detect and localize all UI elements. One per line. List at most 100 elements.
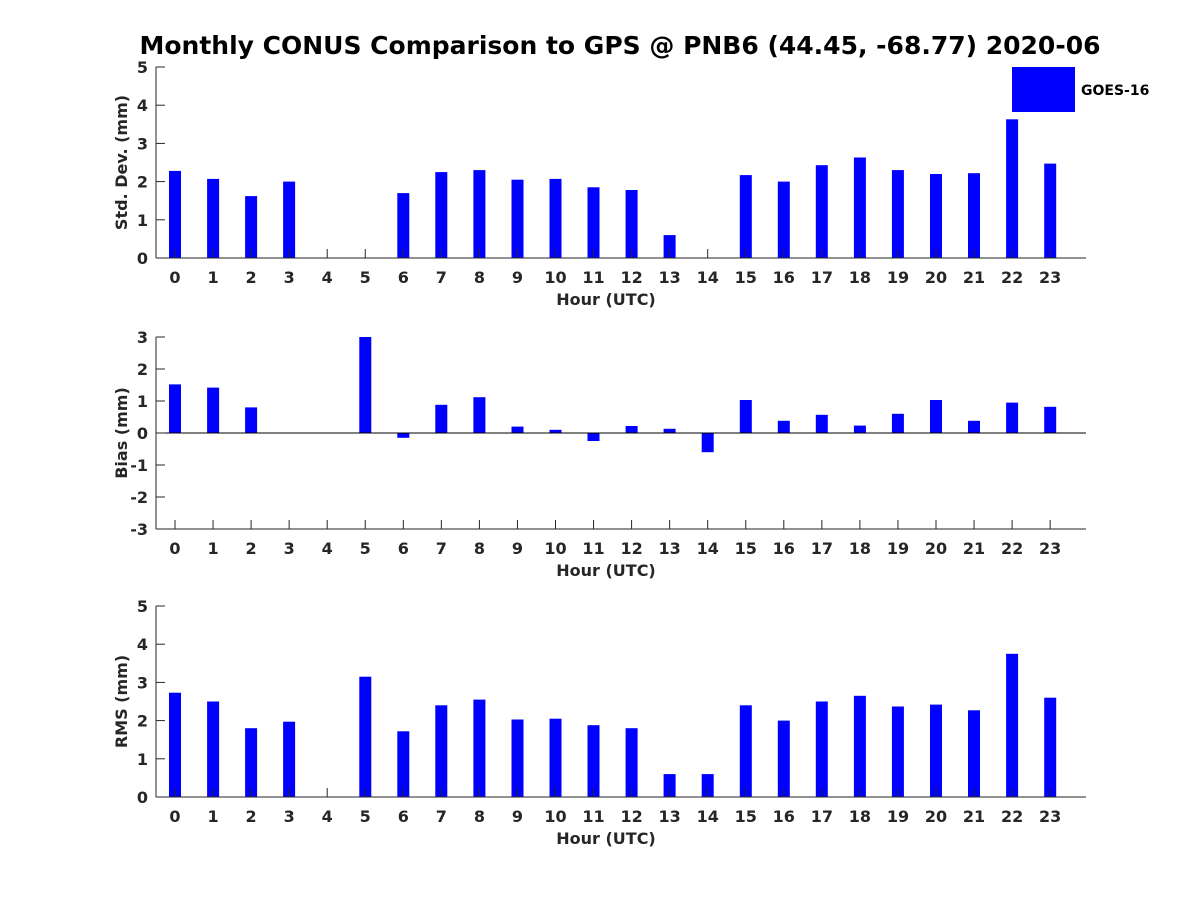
x-tick-label: 21 [963, 268, 985, 287]
bar-hour-5 [359, 337, 372, 433]
bar-hour-12 [625, 190, 638, 258]
bar-hour-2 [245, 196, 258, 258]
x-tick-label: 8 [474, 268, 485, 287]
x-tick-label: 6 [398, 807, 409, 826]
bar-hour-7 [435, 705, 448, 797]
x-tick-label: 11 [582, 539, 604, 558]
y-tick-label: 3 [137, 673, 148, 692]
x-tick-label: 7 [436, 807, 447, 826]
y-tick-label: 2 [137, 360, 148, 379]
bar-hour-10 [549, 718, 562, 797]
y-tick-label: 5 [137, 597, 148, 616]
bar-hour-17 [815, 165, 828, 258]
x-tick-label: 4 [322, 539, 333, 558]
bar-hour-15 [739, 400, 752, 433]
bar-hour-19 [891, 413, 904, 433]
bar-hour-20 [930, 174, 942, 258]
bar-hour-6 [397, 193, 410, 258]
y-tick-label: 0 [137, 424, 148, 443]
x-tick-label: 13 [659, 539, 681, 558]
x-tick-label: 21 [963, 807, 985, 826]
bar-hour-18 [853, 157, 866, 258]
y-tick-label: -2 [130, 488, 148, 507]
x-tick-label: 23 [1039, 807, 1061, 826]
x-tick-label: 17 [811, 539, 833, 558]
x-tick-label: 20 [925, 807, 947, 826]
panel-1: 0 1 2 3 4 5 6 7 8 9 10 11 12 13 14 15 16 17 18 19 20 21 22 2301… [112, 58, 1149, 309]
bar-hour-13 [663, 428, 676, 433]
x-tick-label: 15 [735, 268, 757, 287]
x-tick-label: 19 [887, 807, 909, 826]
x-tick-label: 13 [659, 807, 681, 826]
y-tick-label: 3 [137, 134, 148, 153]
y-tick-label: 2 [137, 712, 148, 731]
bar-hour-13 [663, 774, 676, 797]
y-axis-label: Bias (mm) [112, 387, 131, 479]
x-tick-label: 14 [697, 807, 719, 826]
bar-hour-18 [853, 425, 866, 433]
x-tick-label: 2 [246, 807, 257, 826]
x-axis-label: Hour (UTC) [556, 561, 656, 580]
x-tick-label: 8 [474, 539, 485, 558]
bar-hour-1 [207, 701, 220, 797]
x-tick-label: 19 [887, 539, 909, 558]
x-tick-label: 1 [207, 807, 218, 826]
x-tick-label: 13 [659, 268, 681, 287]
x-tick-label: 18 [849, 268, 871, 287]
y-axis-label: Std. Dev. (mm) [112, 95, 131, 230]
x-tick-label: 5 [360, 539, 371, 558]
x-tick-label: 4 [322, 268, 333, 287]
bar-hour-6 [397, 731, 410, 797]
bar-hour-10 [549, 429, 562, 433]
bar-hour-12 [625, 426, 638, 433]
legend-label: GOES-16 [1081, 83, 1149, 99]
bar-hour-19 [891, 170, 904, 258]
y-tick-label: 1 [137, 392, 148, 411]
x-tick-label: 3 [284, 539, 295, 558]
x-tick-label: 6 [398, 539, 409, 558]
bar-hour-9 [511, 179, 524, 258]
x-tick-label: 6 [398, 268, 409, 287]
bar-hour-22 [1006, 402, 1019, 433]
y-tick-label: 0 [137, 249, 148, 268]
panel-3: 0 1 2 3 4 5 6 7 8 9 10 11 12 13 14 15 16 17 18 19 20 21 22 2301… [112, 597, 1086, 848]
bar-hour-15 [739, 175, 752, 258]
bar-hour-0 [169, 692, 181, 797]
bar-hour-21 [968, 173, 980, 258]
x-tick-label: 14 [697, 539, 719, 558]
bar-hour-12 [625, 728, 638, 797]
x-tick-label: 17 [811, 268, 833, 287]
bar-hour-5 [359, 676, 372, 797]
x-tick-label: 1 [207, 268, 218, 287]
bar-hour-17 [815, 414, 828, 433]
bar-hour-14 [701, 433, 714, 453]
x-tick-label: 12 [620, 539, 642, 558]
y-tick-label: 3 [137, 328, 148, 347]
x-tick-label: 4 [322, 807, 333, 826]
bar-hour-19 [891, 706, 904, 797]
x-tick-label: 9 [512, 807, 523, 826]
x-tick-label: 12 [620, 807, 642, 826]
x-tick-label: 18 [849, 807, 871, 826]
x-tick-label: 9 [512, 268, 523, 287]
bar-hour-2 [245, 407, 258, 433]
x-tick-label: 5 [360, 268, 371, 287]
x-tick-label: 20 [925, 268, 947, 287]
bar-hour-23 [1044, 406, 1057, 433]
bar-hour-10 [549, 178, 562, 258]
x-tick-label: 9 [512, 539, 523, 558]
bar-hour-16 [777, 420, 790, 433]
x-tick-label: 1 [207, 539, 218, 558]
y-tick-label: 0 [137, 788, 148, 807]
x-tick-label: 23 [1039, 539, 1061, 558]
x-tick-label: 0 [169, 539, 180, 558]
y-tick-label: 4 [137, 96, 148, 115]
x-tick-label: 7 [436, 539, 447, 558]
bar-hour-3 [283, 181, 296, 258]
x-tick-label: 16 [773, 539, 795, 558]
x-tick-label: 22 [1001, 268, 1023, 287]
x-tick-label: 10 [544, 807, 566, 826]
bar-hour-2 [245, 728, 258, 797]
bar-hour-22 [1006, 653, 1019, 798]
bar-hour-1 [207, 387, 220, 433]
